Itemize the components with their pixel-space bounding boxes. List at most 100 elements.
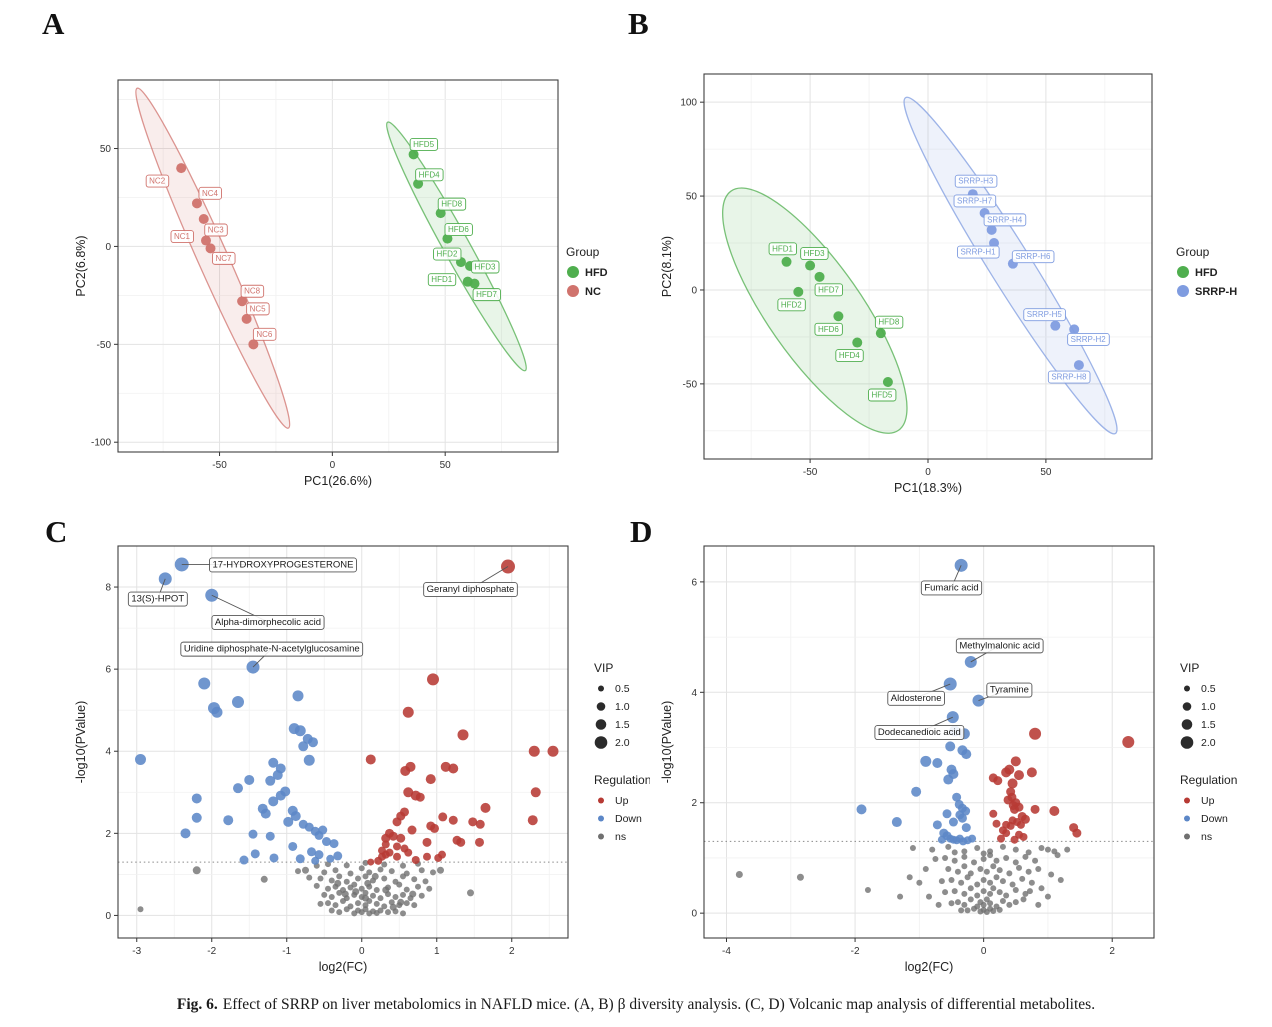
svg-text:PC1(18.3%): PC1(18.3%) — [894, 481, 962, 495]
panel-label-a: A — [42, 6, 65, 41]
svg-text:-50: -50 — [212, 460, 227, 471]
svg-text:SRRP-H1: SRRP-H1 — [960, 248, 996, 257]
svg-text:NC5: NC5 — [250, 304, 267, 313]
svg-text:2.0: 2.0 — [615, 737, 630, 749]
svg-text:SRRP-H2: SRRP-H2 — [1071, 335, 1107, 344]
svg-text:HFD8: HFD8 — [441, 200, 462, 209]
svg-text:-log10(PValue): -log10(PValue) — [660, 701, 674, 783]
svg-text:PC1(26.6%): PC1(26.6%) — [304, 474, 372, 488]
svg-text:NC4: NC4 — [202, 189, 219, 198]
svg-text:SRRP-H3: SRRP-H3 — [958, 177, 994, 186]
svg-text:-2: -2 — [851, 946, 860, 957]
panel-label-b: B — [628, 6, 649, 41]
svg-text:SRRP-H8: SRRP-H8 — [1051, 373, 1087, 382]
panel-label-c: C — [45, 514, 68, 549]
svg-text:VIP: VIP — [594, 661, 613, 675]
svg-text:Geranyl diphosphate: Geranyl diphosphate — [427, 584, 515, 595]
svg-text:-3: -3 — [132, 946, 141, 957]
svg-text:0: 0 — [981, 946, 987, 957]
svg-text:SRRP-H4: SRRP-H4 — [987, 215, 1023, 224]
svg-text:0: 0 — [330, 460, 336, 471]
svg-text:SRRP-H6: SRRP-H6 — [1015, 252, 1051, 261]
svg-text:Tyramine: Tyramine — [990, 685, 1029, 696]
svg-text:1.0: 1.0 — [1201, 701, 1216, 713]
svg-text:HFD: HFD — [1195, 267, 1218, 279]
svg-text:0: 0 — [691, 285, 697, 296]
svg-text:Uridine diphosphate-N-acetylgl: Uridine diphosphate-N-acetylglucosamine — [184, 644, 360, 655]
volcano-plot-d: Fumaric acid Methylmalonic acid Tyramine Al… — [660, 545, 1237, 974]
svg-text:Up: Up — [615, 795, 629, 807]
svg-text:-50: -50 — [803, 467, 818, 478]
svg-text:2: 2 — [691, 798, 697, 809]
caption-text: Effect of SRRP on liver metabolomics in … — [222, 996, 1096, 1013]
svg-text:NC3: NC3 — [208, 226, 225, 235]
svg-text:1.5: 1.5 — [1201, 719, 1216, 731]
figure-caption: Fig. 6. Effect of SRRP on liver metabolom… — [0, 996, 1272, 1014]
svg-text:HFD3: HFD3 — [804, 249, 825, 258]
svg-text:-1: -1 — [282, 946, 291, 957]
svg-text:0: 0 — [105, 911, 111, 922]
svg-text:Down: Down — [1201, 813, 1228, 825]
svg-text:PC2(6.8%): PC2(6.8%) — [74, 235, 88, 296]
svg-text:NC1: NC1 — [174, 232, 191, 241]
svg-text:Down: Down — [615, 813, 642, 825]
svg-text:VIP: VIP — [1180, 661, 1199, 675]
svg-text:-100: -100 — [91, 438, 111, 449]
svg-text:NC6: NC6 — [256, 330, 273, 339]
svg-text:50: 50 — [100, 144, 112, 155]
svg-text:NC8: NC8 — [244, 287, 261, 296]
svg-text:1.0: 1.0 — [615, 701, 630, 713]
svg-text:HFD1: HFD1 — [772, 244, 793, 253]
svg-text:2: 2 — [105, 829, 111, 840]
svg-text:HFD: HFD — [585, 267, 608, 279]
svg-text:HFD1: HFD1 — [431, 275, 452, 284]
svg-text:0.5: 0.5 — [615, 683, 630, 695]
svg-text:HFD4: HFD4 — [419, 170, 440, 179]
svg-text:Regulation: Regulation — [1180, 773, 1237, 787]
svg-text:SRRP-H: SRRP-H — [1195, 286, 1237, 298]
svg-text:Methylmalonic acid: Methylmalonic acid — [959, 640, 1040, 651]
svg-text:HFD6: HFD6 — [448, 225, 469, 234]
svg-text:HFD2: HFD2 — [437, 250, 458, 259]
svg-text:log2(FC): log2(FC) — [905, 960, 954, 974]
svg-text:6: 6 — [105, 665, 111, 676]
svg-text:100: 100 — [680, 98, 697, 109]
svg-text:HFD4: HFD4 — [839, 351, 860, 360]
svg-text:4: 4 — [691, 688, 697, 699]
svg-text:2.0: 2.0 — [1201, 737, 1216, 749]
svg-text:SRRP-H5: SRRP-H5 — [1027, 310, 1063, 319]
svg-text:1.5: 1.5 — [615, 719, 630, 731]
svg-text:HFD6: HFD6 — [818, 325, 839, 334]
svg-text:-log10(PValue): -log10(PValue) — [74, 701, 88, 783]
svg-text:ns: ns — [615, 831, 626, 843]
svg-text:-50: -50 — [683, 379, 698, 390]
pca-plot-nc-vs-hfd: NC2 NC4 NC3 NC1 NC7 NC8 NC5 NC6 HFD5 HFD4 HFD8 HFD6… — [74, 79, 608, 488]
svg-text:0: 0 — [925, 467, 931, 478]
svg-text:HFD3: HFD3 — [475, 263, 496, 272]
svg-text:HFD7: HFD7 — [818, 285, 839, 294]
volcano-plot-c: 17-HYDROXYPROGESTERONE 13(S)-HPOT Alpha-di… — [74, 545, 650, 974]
svg-text:Up: Up — [1201, 795, 1215, 807]
svg-text:0: 0 — [691, 909, 697, 920]
svg-text:0: 0 — [359, 946, 365, 957]
svg-text:HFD2: HFD2 — [781, 300, 802, 309]
svg-text:HFD7: HFD7 — [476, 290, 497, 299]
svg-text:Dodecanedioic acid: Dodecanedioic acid — [878, 727, 961, 738]
svg-text:SRRP-H7: SRRP-H7 — [957, 196, 993, 205]
svg-text:Group: Group — [566, 245, 600, 259]
svg-text:NC: NC — [585, 286, 601, 298]
panel-label-d: D — [630, 514, 653, 549]
svg-text:4: 4 — [105, 747, 111, 758]
svg-text:HFD8: HFD8 — [878, 318, 899, 327]
svg-text:50: 50 — [1040, 467, 1052, 478]
caption-label: Fig. 6. — [176, 996, 218, 1013]
svg-text:-2: -2 — [207, 946, 216, 957]
svg-text:HFD5: HFD5 — [871, 391, 892, 400]
svg-text:-50: -50 — [97, 340, 112, 351]
svg-text:13(S)-HPOT: 13(S)-HPOT — [131, 594, 184, 605]
svg-text:50: 50 — [686, 192, 698, 203]
svg-text:PC2(8.1%): PC2(8.1%) — [660, 236, 674, 297]
svg-text:Fumaric acid: Fumaric acid — [924, 582, 978, 593]
svg-text:8: 8 — [105, 583, 111, 594]
